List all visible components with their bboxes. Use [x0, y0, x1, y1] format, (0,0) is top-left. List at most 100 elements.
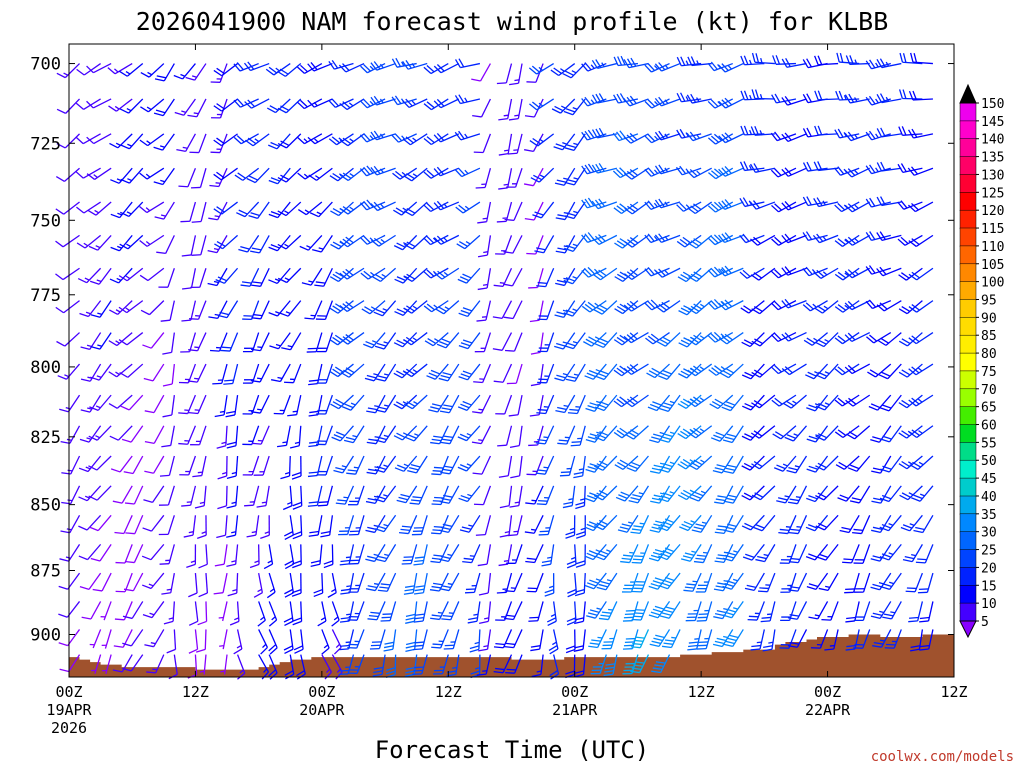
barb-shaft: [539, 363, 544, 384]
barb-feather: [185, 76, 195, 81]
barb-half-feather: [749, 94, 752, 100]
barb-feather: [658, 555, 668, 561]
barb-feather: [898, 432, 908, 439]
barb-feather: [457, 466, 467, 472]
wind-barb: [624, 425, 649, 440]
wind-barb: [374, 455, 397, 473]
wind-barb: [277, 201, 302, 217]
barb-shaft: [481, 455, 492, 475]
wind-barb: [308, 515, 323, 537]
barb-half-feather: [197, 471, 203, 474]
barb-feather: [817, 55, 823, 65]
x-tick-label: 12Z: [940, 683, 967, 701]
barb-feather: [722, 614, 732, 619]
barb-half-feather: [116, 277, 122, 281]
barb-feather: [108, 105, 117, 112]
barb-half-feather: [333, 616, 339, 621]
wind-barb: [258, 654, 270, 680]
colorbar-label: 130: [981, 168, 1004, 183]
barb-feather: [837, 366, 846, 374]
barb-feather: [740, 55, 745, 66]
wind-barb: [499, 515, 513, 538]
barb-half-feather: [257, 588, 263, 593]
barb-feather: [528, 620, 538, 622]
wind-barb: [411, 515, 428, 536]
wind-barb: [139, 234, 165, 247]
wind-barb: [645, 332, 670, 345]
wind-barb: [654, 233, 681, 243]
barb-half-feather: [349, 206, 354, 211]
wind-barb: [564, 167, 586, 186]
wind-barb: [323, 544, 334, 569]
barb-feather: [496, 82, 507, 85]
barb-feather: [593, 494, 603, 501]
barb-half-feather: [699, 397, 705, 402]
barb-feather: [847, 332, 856, 341]
barb-feather: [910, 166, 919, 175]
wind-barb: [723, 629, 744, 648]
barb-feather: [566, 620, 577, 626]
barb-feather: [433, 202, 441, 211]
barb-feather: [441, 338, 451, 344]
barb-feather: [629, 269, 639, 277]
barb-feather: [652, 401, 662, 406]
barb-feather: [443, 494, 453, 498]
colorbar-label: 20: [981, 561, 997, 576]
barb-feather: [237, 172, 246, 179]
wind-barb: [246, 167, 270, 184]
barb-feather: [682, 555, 693, 559]
barb-feather: [713, 331, 722, 340]
barb-feather: [456, 243, 466, 250]
barb-feather: [753, 399, 763, 407]
barb-half-feather: [606, 579, 612, 582]
barb-feather: [124, 560, 135, 564]
barb-feather: [911, 429, 920, 436]
barb-feather: [743, 492, 753, 499]
barb-half-feather: [452, 666, 458, 669]
barb-half-feather: [732, 578, 738, 582]
barb-feather: [876, 128, 883, 138]
barb-half-feather: [727, 65, 732, 70]
barb-half-feather: [282, 441, 288, 444]
barb-feather: [687, 207, 696, 215]
barb-feather: [751, 402, 760, 409]
barb-half-feather: [875, 133, 879, 139]
barb-feather: [744, 371, 754, 377]
wind-barb: [178, 363, 197, 384]
barb-feather: [457, 278, 467, 284]
barb-feather: [268, 246, 278, 252]
wind-barb: [320, 515, 334, 538]
barb-feather: [432, 470, 443, 472]
barb-feather: [593, 309, 603, 315]
wind-barb: [216, 515, 228, 539]
barb-feather: [917, 558, 927, 561]
barb-half-feather: [696, 134, 700, 139]
wind-barb: [707, 98, 734, 109]
x-tick-label: 22APR: [805, 701, 851, 719]
barb-feather: [340, 644, 350, 647]
wind-barb: [845, 55, 870, 66]
barb-feather: [690, 240, 700, 247]
barb-feather: [296, 136, 305, 145]
barb-feather: [377, 406, 388, 410]
barb-feather: [873, 641, 884, 645]
barb-feather: [226, 441, 237, 446]
wind-barb: [530, 363, 544, 387]
barb-feather: [771, 270, 779, 279]
barb-half-feather: [369, 65, 374, 71]
barb-feather: [524, 531, 535, 534]
barb-feather: [565, 534, 575, 539]
barb-feather: [372, 276, 381, 283]
barb-feather: [898, 126, 904, 136]
barb-shaft: [194, 601, 199, 622]
barb-feather: [650, 582, 661, 588]
barb-feather: [308, 501, 319, 504]
barb-feather: [817, 339, 827, 345]
barb-feather: [911, 271, 920, 279]
wind-barb: [341, 394, 365, 411]
barb-feather: [775, 55, 781, 65]
wind-barb: [209, 332, 228, 352]
barb-feather: [566, 212, 577, 217]
barb-feather: [141, 555, 152, 561]
barb-feather: [370, 131, 378, 141]
